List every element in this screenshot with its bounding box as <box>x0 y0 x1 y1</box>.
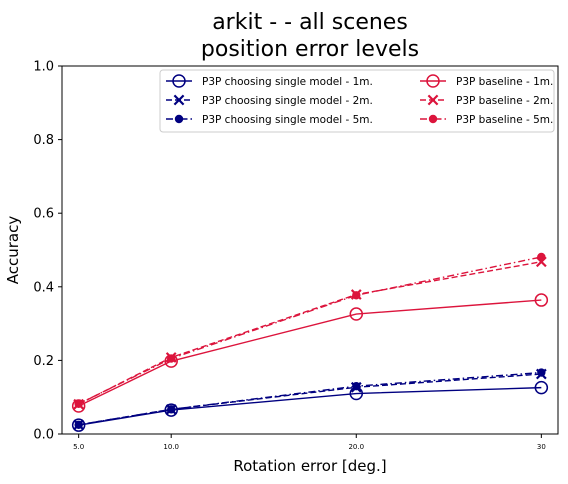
x-tick-label: 20.0 <box>348 443 364 451</box>
y-tick-label: 0.6 <box>33 207 54 222</box>
x-tick-label: 30 <box>537 443 546 451</box>
x-axis-label: Rotation error [deg.] <box>233 457 386 475</box>
series-2 <box>74 369 546 429</box>
legend: P3P choosing single model - 1m. P3P choos… <box>160 70 554 132</box>
y-axis-label: Accuracy <box>4 216 22 285</box>
y-tick-label: 0.4 <box>33 280 54 295</box>
chart-title-line: arkit - - all scenes <box>212 10 408 35</box>
series-6 <box>74 253 545 408</box>
data-point <box>537 368 545 376</box>
data-point <box>352 382 360 390</box>
data-point <box>352 291 360 299</box>
data-point <box>74 421 82 429</box>
series-line <box>79 373 542 425</box>
data-point <box>537 253 545 261</box>
legend-label: P3P baseline - 2m. <box>456 95 553 107</box>
legend-label: P3P baseline - 1m. <box>456 76 553 88</box>
legend-label: P3P baseline - 5m. <box>456 114 553 126</box>
series-line <box>79 374 542 425</box>
chart-title-line: position error levels <box>201 37 419 62</box>
series-layer <box>73 253 548 431</box>
data-point <box>167 405 175 413</box>
y-tick-label: 0.2 <box>33 354 54 369</box>
x-tick-label: 10.0 <box>163 443 179 451</box>
legend-label: P3P choosing single model - 5m. <box>202 114 373 126</box>
series-1 <box>73 382 548 432</box>
series-3 <box>74 368 545 429</box>
legend-label: P3P choosing single model - 1m. <box>202 76 373 88</box>
y-tick-label: 1.0 <box>33 60 54 75</box>
y-tick-label: 0.8 <box>33 133 54 148</box>
legend-label: P3P choosing single model - 2m. <box>202 95 373 107</box>
y-tick-label: 0.0 <box>33 428 54 443</box>
series-line <box>79 257 542 404</box>
x-tick-label: 5.0 <box>73 443 84 451</box>
legend-marker <box>175 115 183 123</box>
series-line <box>79 262 542 404</box>
data-point <box>74 400 82 408</box>
series-5 <box>74 257 546 409</box>
data-point <box>167 354 175 362</box>
legend-marker <box>429 115 437 123</box>
series-line <box>79 388 542 426</box>
